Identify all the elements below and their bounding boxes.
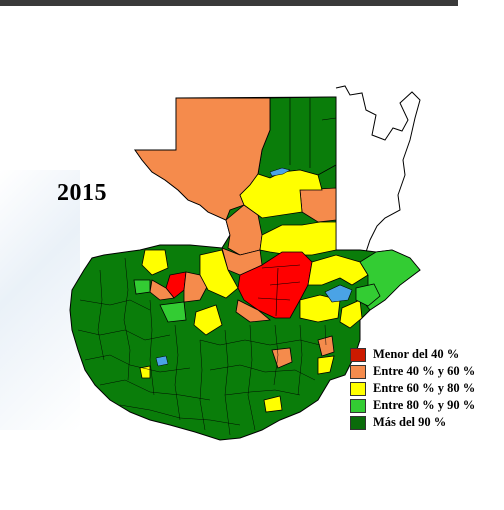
region-yellow-far-east [339,299,363,329]
region-yellow-izabal [307,254,369,286]
legend-item: Menor del 40 % [350,346,496,363]
map-legend: Menor del 40 % Entre 40 % y 60 % Entre 6… [350,346,496,431]
legend-label: Entre 60 % y 80 % [373,381,476,395]
map-year-label: 2015 [57,180,107,206]
legend-label: Más del 90 % [373,415,447,429]
legend-item: Entre 80 % y 90 % [350,397,496,414]
lake-izabal [324,284,353,303]
region-peten-southeast [259,221,337,256]
legend-label: Menor del 40 % [373,347,460,361]
region-peten-west [134,97,271,221]
border-line [335,85,421,256]
legend-label: Entre 40 % y 60 % [373,364,476,378]
region-yellow-center [199,249,239,299]
legend-item: Entre 60 % y 80 % [350,380,496,397]
region-yellow-east [299,294,341,323]
legend-swatch-orange [350,364,366,379]
background-decoration [0,170,80,430]
legend-swatch-light-green [350,398,366,413]
region-light-green-northwest [133,279,151,295]
region-red-west [165,271,187,299]
lake-atitlan [155,355,169,367]
lake-peten-itza [269,167,291,177]
legend-item: Más del 90 % [350,414,496,431]
region-yellow-southeast [317,355,335,375]
legend-swatch-dark-green [350,415,366,430]
region-light-green-east [355,283,381,307]
municipal-lines [289,98,337,168]
legend-swatch-red [350,347,366,362]
region-yellow-northwest [141,249,169,276]
region-orange-center [235,299,271,323]
top-rule [0,0,458,6]
municipal-mesh [77,257,327,436]
municipal-lines [257,264,301,317]
region-orange-east [317,335,335,357]
region-yellow-south-center [193,304,223,336]
legend-label: Entre 80 % y 90 % [373,398,476,412]
region-yellow-south-coast [263,395,283,413]
legend-item: Entre 40 % y 60 % [350,363,496,380]
legend-swatch-yellow [350,381,366,396]
region-light-green-west [159,301,187,323]
